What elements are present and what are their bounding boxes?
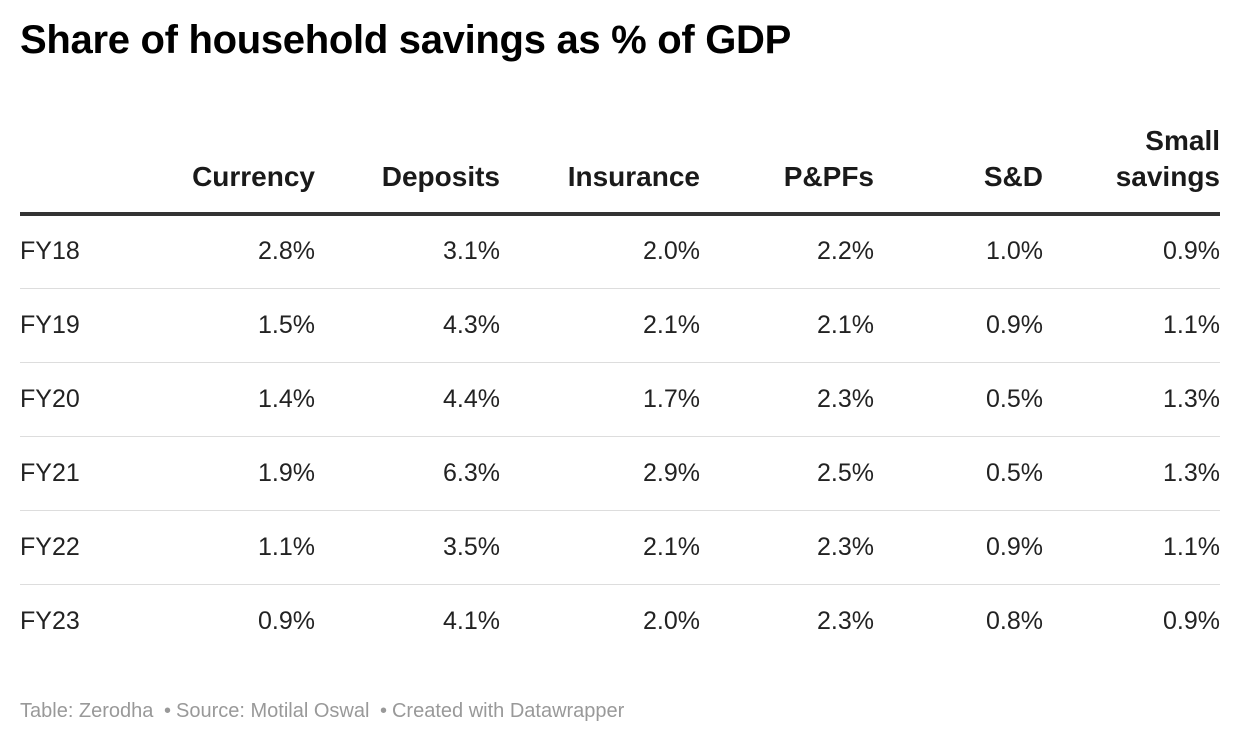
cell-small-savings: 1.1% <box>1043 288 1220 363</box>
cell-small-savings: 0.9% <box>1043 214 1220 289</box>
cell-ppfs: 2.3% <box>700 510 874 585</box>
cell-small-savings: 1.3% <box>1043 362 1220 437</box>
cell-sd: 0.8% <box>986 606 1043 635</box>
table-credit: Table: Zerodha <box>20 700 154 722</box>
cell-sd: 0.9% <box>874 510 1043 585</box>
cell-currency: 0.9% <box>258 606 315 635</box>
cell-deposits: 3.5% <box>315 510 500 585</box>
cell-currency: 1.1% <box>120 510 315 585</box>
row-label: FY18 <box>20 214 120 289</box>
cell-insurance: 1.7% <box>500 362 700 437</box>
cell-ppfs: 2.3% <box>817 606 874 635</box>
row-label: FY22 <box>20 510 120 585</box>
cell-insurance: 2.1% <box>500 510 700 585</box>
cell-insurance: 2.0% <box>643 606 700 635</box>
cell-small-savings: 1.1% <box>1043 510 1220 585</box>
header-cell-row-label <box>20 110 120 216</box>
footer-separator: • <box>379 700 387 722</box>
cell-ppfs: 2.5% <box>700 436 874 511</box>
cell-deposits: 4.3% <box>315 288 500 363</box>
table-row: FY23 0.9% 4.1% 2.0% 2.3% 0.8% 0.9% <box>20 584 1220 658</box>
source-note: Source: Motilal Oswal <box>176 700 370 722</box>
cell-currency: 2.8% <box>120 214 315 289</box>
cell-insurance: 2.0% <box>500 214 700 289</box>
cell-deposits: 4.4% <box>315 362 500 437</box>
row-label: FY19 <box>20 288 120 363</box>
cell-small-savings: 1.3% <box>1043 436 1220 511</box>
cell-sd: 0.5% <box>874 362 1043 437</box>
header-cell-insurance: Insurance <box>500 110 700 216</box>
table-row: FY21 1.9% 6.3% 2.9% 2.5% 0.5% 1.3% <box>20 436 1220 511</box>
savings-table: Currency Deposits Insurance P&PFs S&D Sm… <box>20 110 1220 658</box>
cell-currency: 1.4% <box>120 362 315 437</box>
header-cell-currency: Currency <box>120 110 315 216</box>
cell-sd: 0.5% <box>874 436 1043 511</box>
table-row: FY20 1.4% 4.4% 1.7% 2.3% 0.5% 1.3% <box>20 362 1220 437</box>
row-label: FY20 <box>20 362 120 437</box>
header-row: Currency Deposits Insurance P&PFs S&D Sm… <box>20 110 1220 216</box>
header-cell-deposits: Deposits <box>315 110 500 216</box>
cell-small-savings: 0.9% <box>1163 606 1220 635</box>
table-row: FY19 1.5% 4.3% 2.1% 2.1% 0.9% 1.1% <box>20 288 1220 363</box>
cell-ppfs: 2.1% <box>700 288 874 363</box>
cell-currency: 1.9% <box>120 436 315 511</box>
cell-deposits: 4.1% <box>443 606 500 635</box>
cell-ppfs: 2.3% <box>700 362 874 437</box>
created-with-note: Created with Datawrapper <box>391 700 625 722</box>
table-body: FY18 2.8% 3.1% 2.0% 2.2% 1.0% 0.9% FY19 1.5% 4.3%… <box>20 214 1220 658</box>
cell-insurance: 2.1% <box>500 288 700 363</box>
header-cell-ppfs: P&PFs <box>700 110 874 216</box>
cell-sd: 1.0% <box>874 214 1043 289</box>
row-label: FY23 <box>20 606 80 635</box>
cell-insurance: 2.9% <box>500 436 700 511</box>
footer-separator: • <box>163 700 171 722</box>
header-cell-sd: S&D <box>874 110 1043 216</box>
table-row: FY22 1.1% 3.5% 2.1% 2.3% 0.9% 1.1% <box>20 510 1220 585</box>
cell-ppfs: 2.2% <box>700 214 874 289</box>
chart-title: Share of household savings as % of GDP <box>20 18 791 62</box>
header-cell-small-savings: Small savings <box>1043 110 1220 216</box>
cell-deposits: 6.3% <box>315 436 500 511</box>
footer: Table: Zerodha • Source: Motilal Oswal • C… <box>20 700 624 723</box>
cell-currency: 1.5% <box>120 288 315 363</box>
cell-deposits: 3.1% <box>315 214 500 289</box>
cell-sd: 0.9% <box>874 288 1043 363</box>
row-label: FY21 <box>20 436 120 511</box>
table-row: FY18 2.8% 3.1% 2.0% 2.2% 1.0% 0.9% <box>20 214 1220 289</box>
